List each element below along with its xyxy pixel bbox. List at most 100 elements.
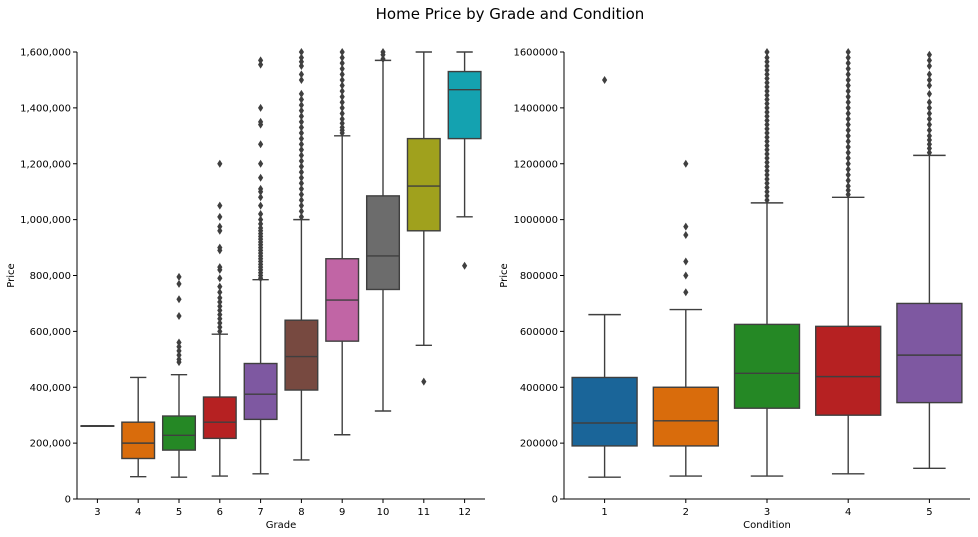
box-iqr xyxy=(815,325,882,416)
y-tick-label: 1,400,000 xyxy=(20,103,71,114)
outlier-point xyxy=(845,170,851,179)
box-iqr xyxy=(571,376,638,447)
outlier-point xyxy=(217,327,223,336)
outlier-point xyxy=(298,145,304,154)
outlier-point xyxy=(217,288,223,297)
outlier-point xyxy=(298,156,304,165)
outlier-point xyxy=(339,92,345,101)
outlier-point xyxy=(926,140,932,149)
outlier-point xyxy=(845,53,851,62)
outlier-point xyxy=(298,190,304,199)
y-tick-label: 600,000 xyxy=(30,327,71,338)
outlier-point xyxy=(298,75,304,84)
outlier-point xyxy=(926,131,932,140)
outlier-point xyxy=(298,61,304,70)
box-grade-10 xyxy=(365,48,401,412)
grade-boxplot-panel: 0 200,000 400,000 600,000 800,000 1,000,000 1,… xyxy=(6,48,485,531)
outlier-point xyxy=(339,75,345,84)
outlier-point xyxy=(217,201,223,210)
outlier-point xyxy=(764,187,770,196)
outlier-point xyxy=(764,124,770,133)
outlier-point xyxy=(217,159,223,168)
outlier-point xyxy=(845,48,851,56)
outlier-point xyxy=(764,82,770,91)
outlier-point xyxy=(339,119,345,128)
outlier-point xyxy=(764,158,770,167)
box-grade-8 xyxy=(284,48,319,461)
figure-title: Home Price by Grade and Condition xyxy=(376,5,645,23)
outlier-point xyxy=(764,116,770,125)
outlier-point xyxy=(764,48,770,56)
outlier-point xyxy=(298,184,304,193)
outlier-point xyxy=(683,271,689,280)
outlier-point xyxy=(683,159,689,168)
outlier-point xyxy=(298,106,304,115)
outlier-point xyxy=(926,70,932,79)
outlier-point xyxy=(683,230,689,239)
outlier-point xyxy=(217,263,223,272)
outlier-point xyxy=(764,108,770,117)
box-grade-12 xyxy=(447,51,482,270)
outlier-point xyxy=(298,134,304,143)
y-tick-label: 800000 xyxy=(520,271,558,282)
outlier-point xyxy=(764,137,770,146)
outlier-point xyxy=(298,196,304,205)
outlier-point xyxy=(298,123,304,132)
box-condition-4 xyxy=(815,48,882,475)
box-iqr xyxy=(733,323,801,409)
outlier-point xyxy=(845,59,851,68)
outlier-point xyxy=(845,142,851,151)
y-tick-label: 1600000 xyxy=(513,48,558,59)
outlier-point xyxy=(258,193,264,202)
box-grade-9 xyxy=(325,48,360,436)
box-grade-6 xyxy=(202,159,237,477)
x-tick-label: 10 xyxy=(377,507,390,518)
x-tick-label: 4 xyxy=(845,507,851,518)
y-tick-label: 0 xyxy=(552,495,558,506)
outlier-point xyxy=(298,162,304,171)
y-tick-label: 0 xyxy=(65,495,71,506)
box-condition-1 xyxy=(571,75,638,478)
outlier-point xyxy=(845,176,851,185)
outlier-point xyxy=(217,318,223,327)
x-tick-label: 5 xyxy=(926,507,932,518)
box-grade-3 xyxy=(80,425,115,428)
outlier-point xyxy=(176,351,182,360)
outlier-point xyxy=(339,70,345,79)
outlier-point xyxy=(217,274,223,283)
outlier-point xyxy=(258,60,264,69)
outlier-point xyxy=(764,53,770,62)
outlier-point xyxy=(764,183,770,192)
outlier-point xyxy=(258,184,264,193)
outlier-point xyxy=(339,115,345,124)
y-tick-label: 800,000 xyxy=(30,271,71,282)
outlier-point xyxy=(845,98,851,107)
outlier-point xyxy=(217,323,223,332)
outlier-point xyxy=(764,103,770,112)
outlier-point xyxy=(683,288,689,297)
outlier-point xyxy=(462,261,468,270)
outlier-point xyxy=(764,162,770,171)
outlier-point xyxy=(217,314,223,323)
y-axis-label: Price xyxy=(6,263,17,287)
box-iqr xyxy=(652,386,719,447)
outlier-point xyxy=(845,81,851,90)
outlier-point xyxy=(845,131,851,140)
box-iqr xyxy=(202,396,237,440)
plot-area xyxy=(80,48,482,478)
outlier-point xyxy=(845,148,851,157)
outlier-point xyxy=(683,257,689,266)
outlier-point xyxy=(926,81,932,90)
x-tick-label: 6 xyxy=(217,507,223,518)
outlier-point xyxy=(845,115,851,124)
outlier-point xyxy=(258,210,264,219)
y-tick-label: 400,000 xyxy=(30,383,71,394)
y-tick-label: 200000 xyxy=(520,439,558,450)
outlier-point xyxy=(339,109,345,118)
outlier-point xyxy=(217,226,223,235)
outlier-point xyxy=(764,166,770,175)
outlier-point xyxy=(926,61,932,70)
outlier-point xyxy=(764,87,770,96)
outlier-point xyxy=(380,48,386,56)
y-tick-label: 1,000,000 xyxy=(20,215,71,226)
